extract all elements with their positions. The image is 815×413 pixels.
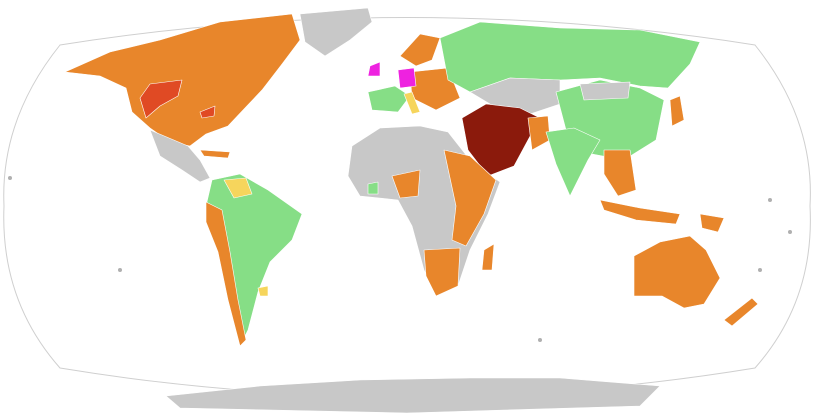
australia [633, 235, 721, 309]
uruguay [257, 285, 269, 297]
east-africa [443, 149, 497, 247]
japan [669, 95, 685, 127]
island [788, 230, 792, 234]
island [768, 198, 772, 202]
southeast-asia [603, 149, 637, 197]
scandinavia [399, 33, 441, 67]
western-europe [367, 85, 411, 113]
middle-east [461, 103, 541, 177]
ghana [367, 181, 379, 195]
papua [699, 213, 725, 233]
indonesia [599, 199, 681, 225]
west-africa [391, 169, 421, 199]
italy [403, 91, 421, 115]
uk [367, 61, 381, 77]
southern-africa [423, 247, 461, 297]
us-region [139, 79, 183, 119]
island [758, 268, 762, 272]
madagascar [481, 243, 495, 271]
north-america [64, 13, 301, 147]
island [8, 176, 12, 180]
us-region-east [199, 105, 216, 119]
germany [397, 67, 417, 89]
new-zealand [723, 297, 759, 327]
south-america-west [205, 201, 247, 347]
mongolia [579, 81, 631, 101]
venezuela [223, 177, 253, 199]
india [545, 127, 601, 197]
caribbean [199, 149, 231, 159]
greenland [299, 7, 373, 57]
central-america [149, 129, 211, 183]
antarctica [165, 377, 661, 413]
island [118, 268, 122, 272]
island [538, 338, 542, 342]
